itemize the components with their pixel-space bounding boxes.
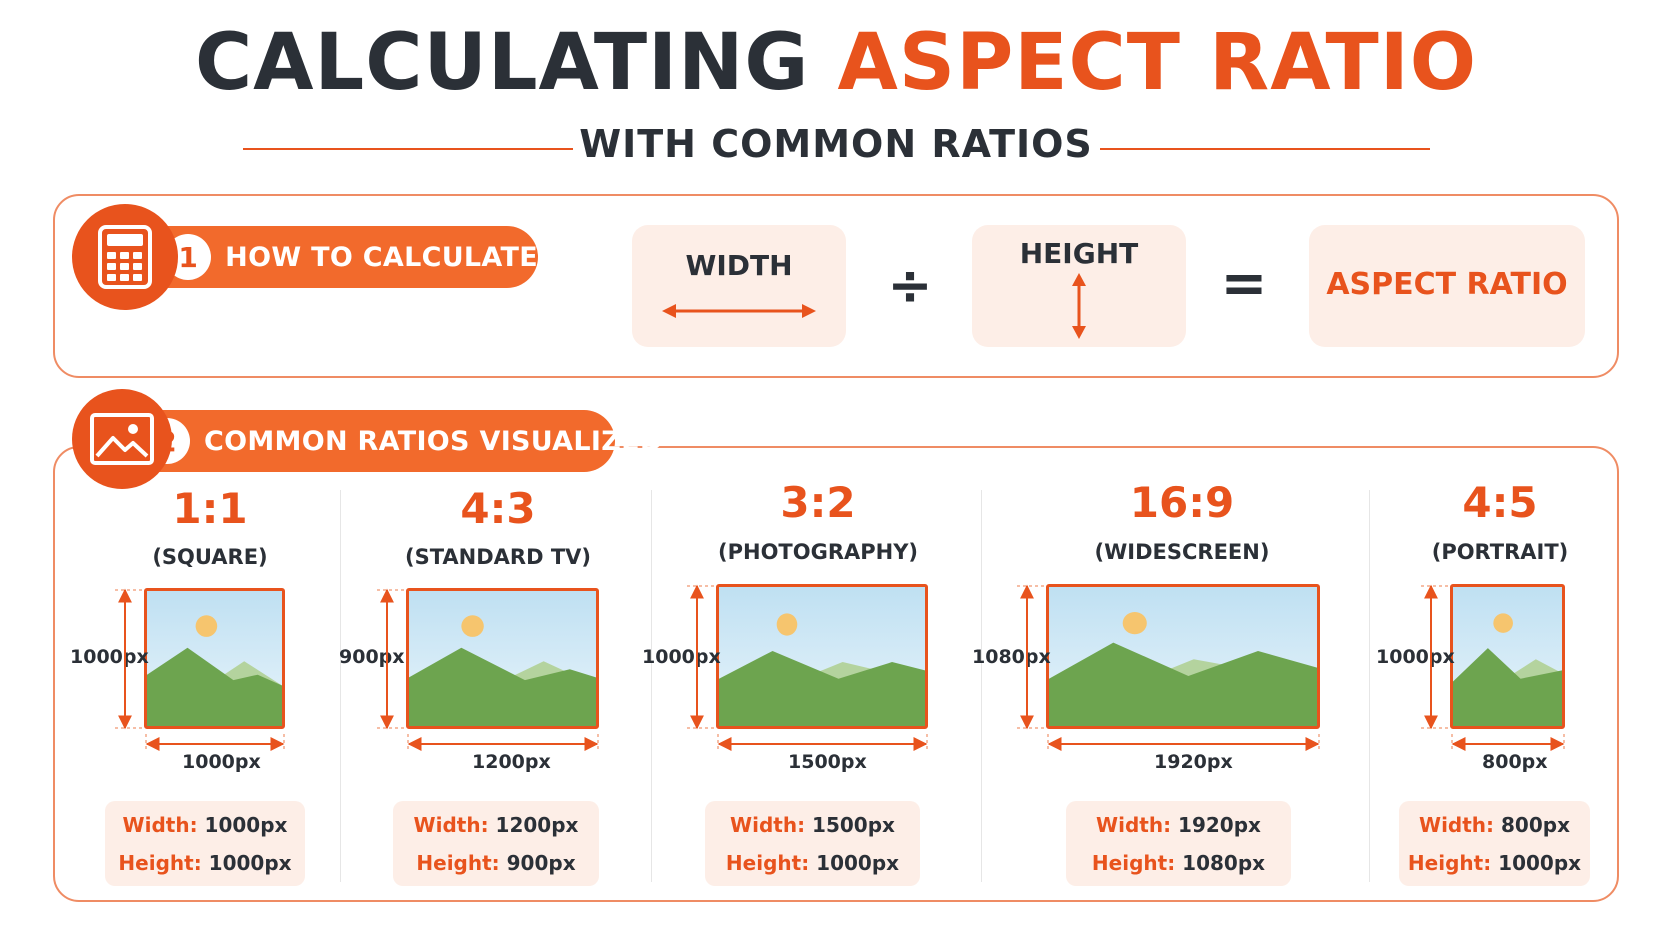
- height-value: 1000px: [816, 851, 900, 875]
- ratio-value: 4:5: [1462, 478, 1538, 527]
- landscape-icon: [1049, 587, 1317, 726]
- page-title: CALCULATING ASPECT RATIO: [0, 18, 1672, 108]
- height-value: 1000px: [208, 851, 292, 875]
- width-label: WIDTH: [685, 249, 793, 282]
- width-key: Width:: [413, 813, 489, 837]
- section1-label: HOW TO CALCULATE: [225, 241, 538, 273]
- width-value: 800px: [1501, 813, 1570, 837]
- image-badge: [72, 389, 172, 489]
- width-key: Width:: [122, 813, 198, 837]
- dimensions-info-box: Width: 1920px Height: 1080px: [1066, 801, 1291, 886]
- height-value: 1080px: [1182, 851, 1266, 875]
- width-value: 1500px: [812, 813, 895, 837]
- height-label: HEIGHT: [1019, 237, 1139, 270]
- subtitle: WITH COMMON RATIOS: [579, 122, 1093, 166]
- landscape-icon: [719, 587, 925, 726]
- width-value: 1920px: [1178, 813, 1261, 837]
- column-divider: [1369, 490, 1370, 882]
- width-key: Width:: [1419, 813, 1495, 837]
- width-key: Width:: [730, 813, 806, 837]
- height-key: Height:: [118, 851, 202, 875]
- ratio-value: 16:9: [1129, 478, 1235, 527]
- ratio-description: (PHOTOGRAPHY): [718, 540, 919, 564]
- vertical-arrow-icon: [1072, 273, 1086, 339]
- subtitle-rule-right: [1100, 148, 1430, 150]
- height-value: 900px: [506, 851, 576, 875]
- height-key: Height:: [416, 851, 500, 875]
- landscape-image: [144, 588, 285, 729]
- height-key: Height:: [1407, 851, 1492, 875]
- width-box: WIDTH: [632, 225, 846, 347]
- calculator-badge: [72, 204, 178, 310]
- width-dimension-label: 1500px: [788, 751, 867, 773]
- width-dimension-label: 1920px: [1154, 751, 1233, 773]
- ratio-description: (SQUARE): [152, 545, 268, 569]
- ratio-description: (PORTRAIT): [1431, 540, 1569, 564]
- landscape-image: [716, 584, 928, 729]
- section2-label: COMMON RATIOS VISUALIZED: [204, 425, 663, 457]
- height-box: HEIGHT: [972, 225, 1186, 347]
- subtitle-row: WITH COMMON RATIOS: [0, 122, 1672, 166]
- ratio-description: (WIDESCREEN): [1094, 540, 1270, 564]
- ratio-value: 3:2: [780, 478, 856, 527]
- landscape-icon: [147, 591, 282, 726]
- landscape-image: [1450, 584, 1565, 729]
- landscape-image: [406, 588, 599, 729]
- horizontal-arrow-icon: [662, 304, 816, 318]
- landscape-icon: [1453, 587, 1562, 726]
- landscape-icon: [409, 591, 596, 726]
- dimensions-info-box: Width: 800px Height: 1000px: [1399, 801, 1590, 886]
- ratio-value: 1:1: [172, 484, 248, 533]
- height-key: Height:: [1091, 851, 1176, 875]
- aspect-ratio-box: ASPECT RATIO: [1309, 225, 1585, 347]
- title-part-dark: CALCULATING: [194, 18, 810, 108]
- dimensions-info-box: Width: 1000px Height: 1000px: [105, 801, 305, 886]
- width-dimension-label: 1200px: [472, 751, 551, 773]
- ratio-value: 4:3: [460, 484, 536, 533]
- landscape-image: [1046, 584, 1320, 729]
- calculator-icon: [98, 225, 152, 289]
- dimensions-info-box: Width: 1200px Height: 900px: [393, 801, 599, 886]
- column-divider: [651, 490, 652, 882]
- image-icon: [90, 413, 154, 465]
- aspect-ratio-result: ASPECT RATIO: [1326, 267, 1568, 302]
- divide-operator: ÷: [887, 254, 933, 317]
- column-divider: [981, 490, 982, 882]
- width-dimension-label: 800px: [1482, 751, 1548, 773]
- width-key: Width:: [1096, 813, 1172, 837]
- title-part-accent: ASPECT RATIO: [837, 18, 1478, 108]
- column-divider: [340, 490, 341, 882]
- height-key: Height:: [725, 851, 810, 875]
- ratio-description: (STANDARD TV): [404, 545, 592, 569]
- height-value: 1000px: [1498, 851, 1582, 875]
- subtitle-rule-left: [243, 148, 573, 150]
- dimensions-info-box: Width: 1500px Height: 1000px: [705, 801, 920, 886]
- width-value: 1000px: [204, 813, 288, 837]
- width-dimension-label: 1000px: [182, 751, 261, 773]
- equals-operator: =: [1220, 251, 1268, 316]
- width-value: 1200px: [495, 813, 579, 837]
